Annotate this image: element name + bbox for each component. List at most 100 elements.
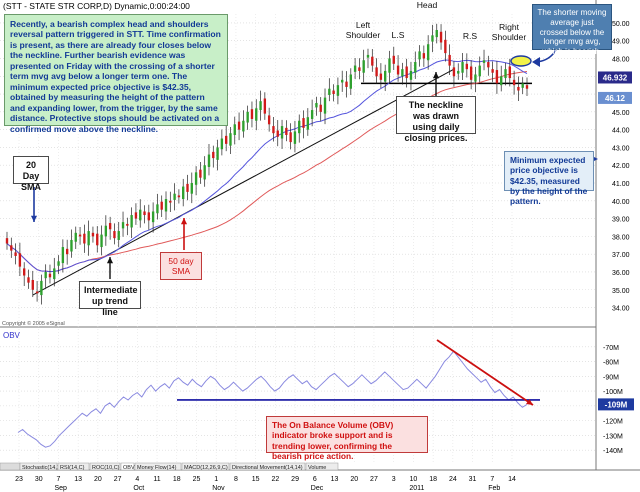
tab-3-label[interactable]: OBV — [123, 465, 135, 471]
candle-body — [521, 83, 524, 88]
day-tick-label: 14 — [508, 476, 516, 483]
price-tick-label: 38.00 — [612, 234, 630, 241]
tab-4-label[interactable]: Money Flow(14) — [137, 465, 177, 471]
day-tick-label: 24 — [449, 476, 457, 483]
candle-body — [285, 127, 288, 135]
day-tick-label: 1 — [214, 476, 218, 483]
candle-body — [224, 135, 228, 144]
candle-body — [61, 247, 65, 264]
candle-body — [250, 109, 254, 119]
candle-body — [508, 66, 511, 79]
day-tick-label: 29 — [291, 476, 299, 483]
moving-averages — [6, 59, 528, 273]
tab-5-bg[interactable] — [181, 462, 230, 471]
tab-6-label[interactable]: Directional Movement(14,14) — [232, 465, 303, 471]
tab-0-label[interactable]: Stochastic(14,1,3) — [22, 465, 66, 471]
candle-body — [461, 62, 464, 73]
day-tick-label: 22 — [271, 476, 279, 483]
day-tick-label: 23 — [15, 476, 23, 483]
obv-tick-label: -130M — [603, 433, 623, 440]
candle-body — [435, 30, 438, 38]
candle-body — [113, 231, 116, 239]
candle-body — [151, 211, 155, 223]
candle-body — [186, 183, 189, 192]
candle-body — [117, 231, 120, 240]
price-tick-label: 44.00 — [612, 128, 630, 135]
neckline-arrow-head — [432, 72, 440, 79]
candle-body — [143, 211, 146, 216]
day-tick-label: 15 — [252, 476, 260, 483]
day-tick-label: 20 — [350, 476, 358, 483]
candle-body — [457, 70, 460, 74]
candle-body — [23, 268, 26, 276]
price-tick-label: 34.00 — [612, 306, 630, 313]
tab-6-bg[interactable] — [229, 462, 306, 471]
month-label: Oct — [133, 485, 144, 492]
tab-2-bg[interactable] — [89, 462, 121, 471]
candle-body — [371, 56, 374, 66]
tab-0-bg[interactable] — [19, 462, 58, 471]
price-tick-label: 49.00 — [612, 39, 630, 46]
candle-body — [422, 53, 426, 59]
sma50-value-badge: 46.12 — [605, 94, 626, 103]
tab-5-label[interactable]: MACD(12,26,9,C) — [184, 465, 228, 471]
tab-1-label[interactable]: RSI(14,C) — [60, 465, 85, 471]
candle-body — [100, 234, 103, 248]
candle-body — [216, 147, 219, 160]
day-tick-label: 10 — [410, 476, 418, 483]
tab-1-bg[interactable] — [57, 462, 90, 471]
date-axis: 23 30 7 13 20 27 4 11 18 25 1 8 15 22 29 6 13 20 27 3 10 18 24… — [15, 476, 516, 492]
price-tick-label: 42.00 — [612, 163, 630, 170]
candle-body — [74, 232, 77, 242]
candle-body — [319, 104, 322, 112]
tab-3-bg[interactable] — [120, 462, 135, 471]
tab-2-label[interactable]: ROC(10,C) — [92, 465, 120, 471]
day-tick-label: 7 — [56, 476, 60, 483]
objective-note: Minimum expected price objective is $42.… — [504, 151, 594, 206]
candle-body — [448, 54, 451, 66]
month-label: Feb — [488, 485, 500, 492]
candle-body — [40, 280, 43, 296]
candle-body — [104, 225, 108, 237]
candle-body — [190, 183, 193, 194]
candle-body — [267, 115, 271, 125]
price-tick-label: 39.00 — [612, 217, 630, 224]
crossover-arrow-head — [532, 57, 540, 67]
candle-body — [366, 54, 370, 58]
obv-value-badge: -109M — [605, 400, 628, 409]
obv-tick-label: -120M — [603, 419, 623, 426]
candle-body — [396, 65, 400, 75]
candle-body — [212, 151, 215, 159]
candle-body — [345, 81, 348, 87]
tab-7-bg[interactable] — [305, 462, 339, 471]
tab-4-bg[interactable] — [134, 462, 182, 471]
crossover-note: The shorter moving average just crossed … — [532, 4, 612, 56]
tab-7-label[interactable]: Volume — [308, 465, 326, 471]
candle-body — [259, 101, 262, 111]
price-tick-label: 50.00 — [612, 21, 630, 28]
candle-body — [302, 118, 305, 128]
sma50-label: 50 day SMA — [160, 252, 202, 280]
price-tick-label: 37.00 — [612, 252, 630, 259]
candle-body — [504, 69, 507, 79]
candle-body — [306, 117, 310, 130]
candle-body — [487, 62, 490, 68]
tab-scroll-left — [0, 462, 21, 471]
month-label: Dec — [311, 485, 324, 492]
candle-body — [512, 79, 516, 86]
candle-body — [409, 70, 413, 80]
ls-label: L.S — [391, 30, 405, 40]
day-tick-label: 25 — [193, 476, 201, 483]
candle-body — [336, 85, 340, 96]
candle-body — [246, 111, 249, 123]
candle-body — [160, 201, 163, 210]
obv-tick-label: -90M — [603, 374, 619, 381]
candle-body — [35, 291, 39, 294]
sma20-arrow-head — [30, 215, 38, 222]
price-tick-label: 43.00 — [612, 145, 630, 152]
candle-body — [31, 279, 34, 290]
candle-body — [405, 66, 408, 79]
candle-body — [298, 120, 301, 134]
candle-body — [491, 69, 494, 73]
sma50-line — [6, 71, 528, 273]
